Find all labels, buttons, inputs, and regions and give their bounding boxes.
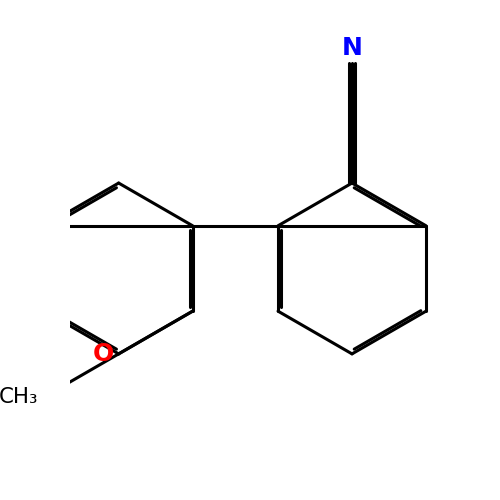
Text: N: N (342, 36, 362, 60)
Text: CH₃: CH₃ (0, 386, 38, 406)
Text: O: O (93, 342, 114, 366)
